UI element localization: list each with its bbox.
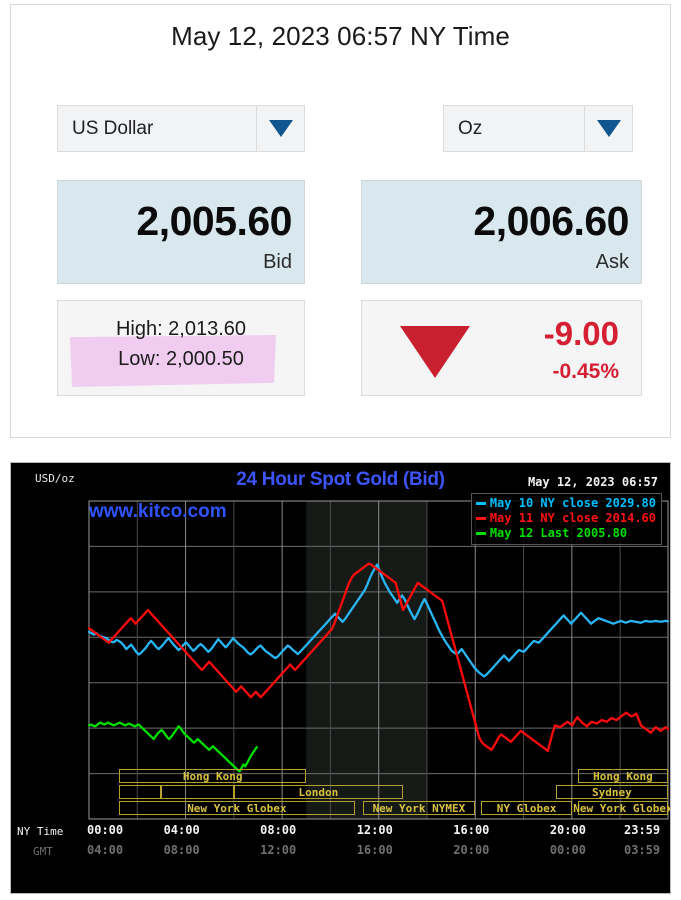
unit-select-value: Oz: [458, 117, 483, 139]
currency-select-value: US Dollar: [72, 117, 154, 139]
x-tick-ny-label: 04:00: [163, 823, 200, 837]
session-bar: Hong Kong: [577, 769, 668, 783]
high-low-box: High: 2,013.60 Low: 2,000.50: [57, 300, 305, 396]
chevron-down-icon: [268, 120, 293, 137]
quote-panel: May 12, 2023 06:57 NY Time US Dollar Oz …: [10, 4, 671, 438]
legend-swatch-icon: [475, 532, 486, 535]
change-value: -9.00: [543, 315, 619, 352]
legend-swatch-icon: [475, 502, 486, 505]
chart-plot: [87, 500, 670, 820]
kitco-24h-chart: USD/oz 24 Hour Spot Gold (Bid) May 12, 2…: [10, 462, 671, 894]
x-tick-ny-label: 00:00: [87, 823, 124, 837]
chart-watermark: www.kitco.com: [89, 501, 227, 522]
triangle-down-icon: [400, 326, 470, 378]
legend-item: May 11 NY close 2014.60: [475, 511, 656, 526]
change-box: -9.00 -0.45%: [361, 300, 642, 396]
legend-item: May 12 Last 2005.80: [475, 526, 656, 541]
session-bar: London: [233, 785, 403, 799]
chart-y-axis-label: USD/oz: [35, 472, 75, 485]
unit-select[interactable]: Oz: [443, 105, 633, 152]
x-tick-ny-label: 08:00: [260, 823, 297, 837]
x-tick-ny-label: 12:00: [356, 823, 393, 837]
pink-highlight-annotation: [70, 335, 276, 387]
bid-label: Bid: [263, 251, 292, 273]
session-bar: New York Globex: [573, 801, 671, 815]
chart-legend: May 10 NY close 2029.80 May 11 NY close 2…: [470, 493, 662, 545]
x-tick-ny-label: 16:00: [453, 823, 490, 837]
bid-price-box: 2,005.60 Bid: [57, 180, 305, 284]
session-bar: Hong Kong: [119, 769, 307, 783]
x-tick-gmt-label: 08:00: [163, 843, 200, 857]
session-bar: NY Globex: [481, 801, 572, 815]
x-tick-gmt-label: 04:00: [87, 843, 124, 857]
session-bar: [161, 785, 234, 799]
quote-timestamp: May 12, 2023 06:57 NY Time: [171, 21, 510, 51]
ask-label: Ask: [595, 251, 629, 273]
x-tick-gmt-label: 16:00: [356, 843, 393, 857]
legend-item-label: May 12 Last 2005.80: [489, 526, 628, 540]
bid-price-value: 2,005.60: [136, 198, 292, 244]
legend-item-label: May 10 NY close 2029.80: [489, 496, 656, 510]
session-bar: [119, 785, 162, 799]
high-low-text: High: 2,013.60 Low: 2,000.50: [58, 314, 304, 374]
change-percent: -0.45%: [552, 360, 619, 383]
session-bar: New York Globex: [119, 801, 355, 815]
day-high-value: High: 2,013.60: [115, 318, 247, 340]
legend-swatch-icon: [475, 517, 486, 520]
x-tick-ny-label: 23:59: [624, 823, 661, 837]
x-tick-ny-label: 20:00: [549, 823, 586, 837]
unit-select-arrow[interactable]: [584, 106, 632, 151]
currency-select-arrow[interactable]: [256, 106, 304, 151]
day-low-value: Low: 2,000.50: [118, 348, 244, 370]
chevron-down-icon: [596, 120, 621, 137]
session-bar: Sydney: [555, 785, 668, 799]
x-tick-gmt-label: 00:00: [549, 843, 586, 857]
legend-item: May 10 NY close 2029.80: [475, 496, 656, 511]
x-tick-gmt-label: 03:59: [624, 843, 661, 857]
legend-item-label: May 11 NY close 2014.60: [489, 511, 656, 525]
x-tick-gmt-label: 20:00: [453, 843, 490, 857]
x-axis-ny-title: NY Time: [17, 825, 64, 838]
chart-title: 24 Hour Spot Gold (Bid): [236, 469, 445, 490]
session-bar: New York NYMEX: [362, 801, 476, 815]
x-tick-gmt-label: 12:00: [260, 843, 297, 857]
x-axis-gmt-title: GMT: [33, 845, 53, 858]
ask-price-value: 2,006.60: [473, 198, 629, 244]
ask-price-box: 2,006.60 Ask: [361, 180, 642, 284]
currency-select[interactable]: US Dollar: [57, 105, 305, 152]
chart-timestamp: May 12, 2023 06:57: [527, 475, 658, 489]
